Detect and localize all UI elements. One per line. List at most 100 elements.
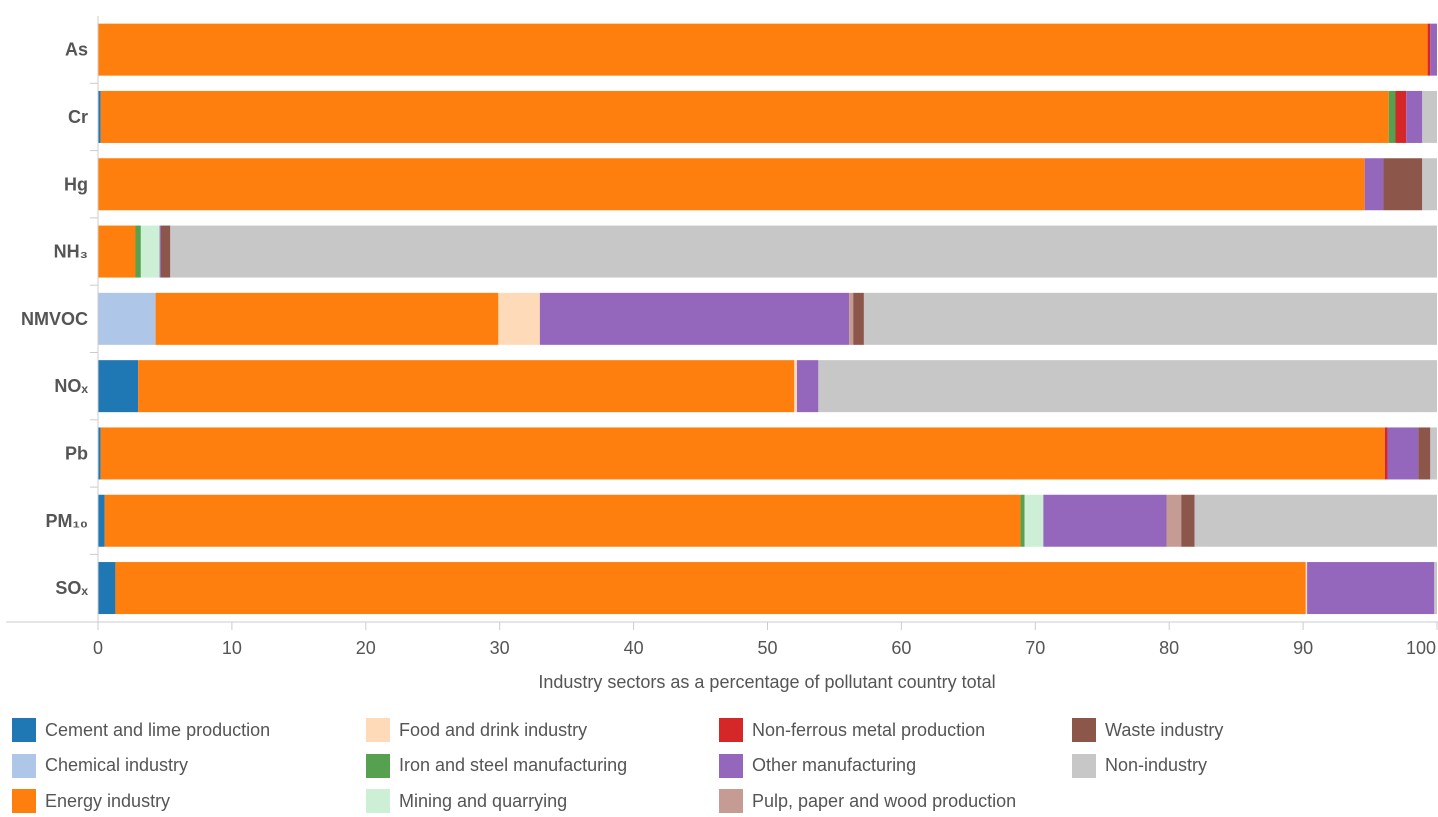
legend-swatch [366,753,390,778]
bar-segment [98,225,136,278]
bar-segment [98,292,156,345]
legend-label: Chemical industry [45,755,189,775]
x-tick-label: 20 [356,638,376,658]
bar-segment [104,494,1021,547]
legend-label: Food and drink industry [399,719,588,740]
bar-segment [140,225,160,278]
legend-item[interactable]: Cement and lime production [12,718,270,742]
legend-swatch [719,789,743,813]
category-label: SOₓ [55,578,88,598]
legend-item[interactable]: Chemical industry [12,753,189,778]
category-label: Pb [65,443,88,463]
bar-segment [170,225,1437,278]
bar-segment [1427,23,1431,76]
x-tick-label: 90 [1293,638,1313,658]
bar-segment [98,23,1428,76]
bar-segment [1422,90,1437,143]
legend-item[interactable]: Other manufacturing [719,753,917,778]
bar-segment [1307,562,1435,615]
category-label: Cr [68,107,88,127]
legend-item[interactable]: Pulp, paper and wood production [719,789,1016,813]
legend-item[interactable]: Mining and quarrying [366,789,567,813]
bar-segment [818,360,1437,413]
bar-segment [796,360,819,413]
bar-segment [1166,494,1182,547]
bar-segment [98,427,101,480]
bar-segment [539,292,850,345]
legend-item[interactable]: Energy industry [12,789,170,813]
bar-segment [1430,23,1437,76]
legend-item[interactable]: Non-industry [1072,753,1207,778]
bar-segment [1364,158,1384,211]
bar-segment [498,292,540,345]
bar-segment [1434,562,1437,615]
x-tick-label: 40 [624,638,644,658]
legend-label: Waste industry [1105,719,1224,740]
legend-swatch [1072,753,1096,778]
bar-segment [98,158,1365,211]
category-label: PM₁₀ [45,511,88,531]
legend-swatch [1072,718,1096,742]
bar-segment [138,360,795,413]
bar-segment [1422,158,1437,211]
legend-label: Energy industry [45,790,171,811]
bar-segment [1305,562,1308,615]
legend-label: Non-ferrous metal production [752,719,986,740]
x-tick-label: 10 [222,638,242,658]
bar-segment [1181,494,1195,547]
legend-label: Iron and steel manufacturing [399,755,628,775]
legend-swatch [12,718,36,742]
category-label: NH₃ [54,242,88,262]
bar-segment [863,292,1437,345]
legend-swatch [719,718,743,742]
bar-segment [1388,90,1396,143]
legend-swatch [366,789,390,813]
legend-item[interactable]: Waste industry [1072,718,1223,742]
legend-label: Mining and quarrying [399,790,568,811]
bar-segment [1387,427,1419,480]
legend-swatch [719,753,743,778]
bar-segment [1406,90,1423,143]
legend-label: Pulp, paper and wood production [752,790,1017,811]
bar-segment [1395,90,1407,143]
bar-segment [98,562,116,615]
bar-segment [1384,427,1388,480]
bar-segment [160,225,171,278]
legend-swatch [366,718,390,742]
x-tick-label: 100 [1406,638,1436,658]
x-tick-label: 30 [490,638,510,658]
category-label: As [65,40,88,60]
bar-segment [849,292,854,345]
legend-item[interactable]: Food and drink industry [366,718,587,742]
bar-segment [135,225,141,278]
bar-segment [100,90,1389,143]
legend-swatch [12,753,36,778]
category-label: Hg [64,174,88,194]
bar-segment [1043,494,1167,547]
x-tick-label: 50 [757,638,777,658]
legend-swatch [12,789,36,813]
bar-segment [100,427,1385,480]
legend-item[interactable]: Iron and steel manufacturing [366,753,628,778]
category-labels: As Cr Hg NH₃ NMVOC NOₓ Pb PM₁₀ SOₓ [21,40,98,598]
bar-segment [155,292,499,345]
bar-segment [98,360,139,413]
bar-segment [1020,494,1025,547]
x-tick-label: 0 [93,638,103,658]
bar-segment [98,494,105,547]
category-label: NOₓ [54,376,88,396]
legend-item[interactable]: Non-ferrous metal production [719,718,985,742]
x-axis-ticks: 0 10 20 30 40 50 60 70 80 90 100 [93,622,1438,658]
legend: Cement and lime production Chemical indus… [12,718,1432,814]
bar-segment [1383,158,1423,211]
bar-segment [1418,427,1431,480]
bar-segment [98,90,101,143]
bar-segment [794,360,797,413]
legend-label: Other manufacturing [752,755,917,775]
x-tick-label: 70 [1025,638,1045,658]
x-tick-label: 60 [891,638,911,658]
x-axis-label: Industry sectors as a percentage of poll… [538,672,995,692]
bar-segment [1024,494,1044,547]
category-label: NMVOC [21,309,88,329]
